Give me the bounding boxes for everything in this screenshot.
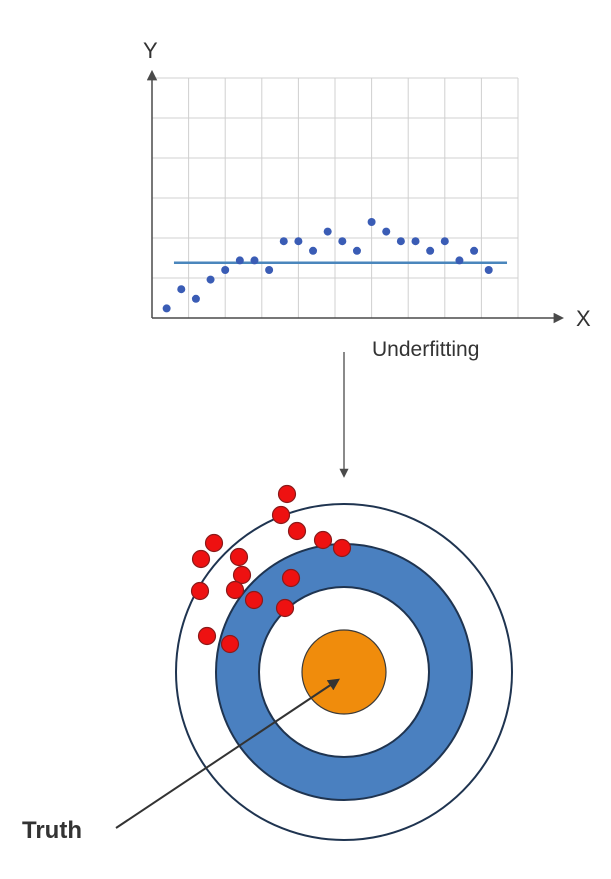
- data-point: [162, 304, 171, 313]
- data-point: [177, 285, 186, 294]
- data-point: [309, 246, 318, 255]
- data-point: [455, 256, 464, 265]
- data-point: [338, 237, 347, 246]
- data-point: [235, 256, 244, 265]
- shot: [197, 626, 217, 646]
- data-point: [221, 266, 230, 274]
- data-point: [206, 275, 215, 284]
- shots: [190, 484, 352, 654]
- shot: [191, 549, 211, 569]
- target-bullseye: [301, 629, 387, 715]
- shot: [271, 505, 291, 525]
- data-point: [294, 237, 303, 246]
- shot: [313, 530, 333, 550]
- x-axis-label: X: [576, 306, 591, 331]
- data-point: [396, 237, 405, 246]
- data-point: [426, 246, 435, 255]
- data-point: [265, 266, 274, 274]
- data-point: [279, 237, 288, 246]
- truth-label: Truth: [22, 817, 82, 844]
- data-point: [352, 246, 361, 255]
- y-axis-label: Y: [143, 38, 158, 63]
- target-board: [175, 484, 513, 841]
- shot: [244, 590, 264, 610]
- data-points: [162, 218, 493, 313]
- shot: [277, 484, 297, 504]
- shot: [225, 580, 245, 600]
- data-point: [191, 294, 200, 303]
- shot: [275, 598, 295, 618]
- shot: [281, 568, 301, 588]
- truth-arrow: [115, 678, 340, 829]
- data-point: [411, 237, 420, 246]
- caption-underfitting: Underfitting: [372, 338, 479, 361]
- shot: [229, 547, 249, 567]
- chart-grid: [152, 77, 519, 318]
- data-point: [367, 218, 376, 226]
- data-point: [323, 227, 332, 236]
- shot: [204, 533, 224, 553]
- data-point: [470, 246, 479, 255]
- data-point: [484, 266, 493, 274]
- scatter-chart: Y X: [143, 38, 591, 331]
- shot: [332, 538, 352, 558]
- shot: [220, 634, 240, 654]
- shot: [287, 521, 307, 541]
- data-point: [382, 227, 391, 236]
- shot: [190, 581, 210, 601]
- data-point: [440, 237, 449, 246]
- data-point: [250, 256, 259, 265]
- shot: [232, 565, 252, 585]
